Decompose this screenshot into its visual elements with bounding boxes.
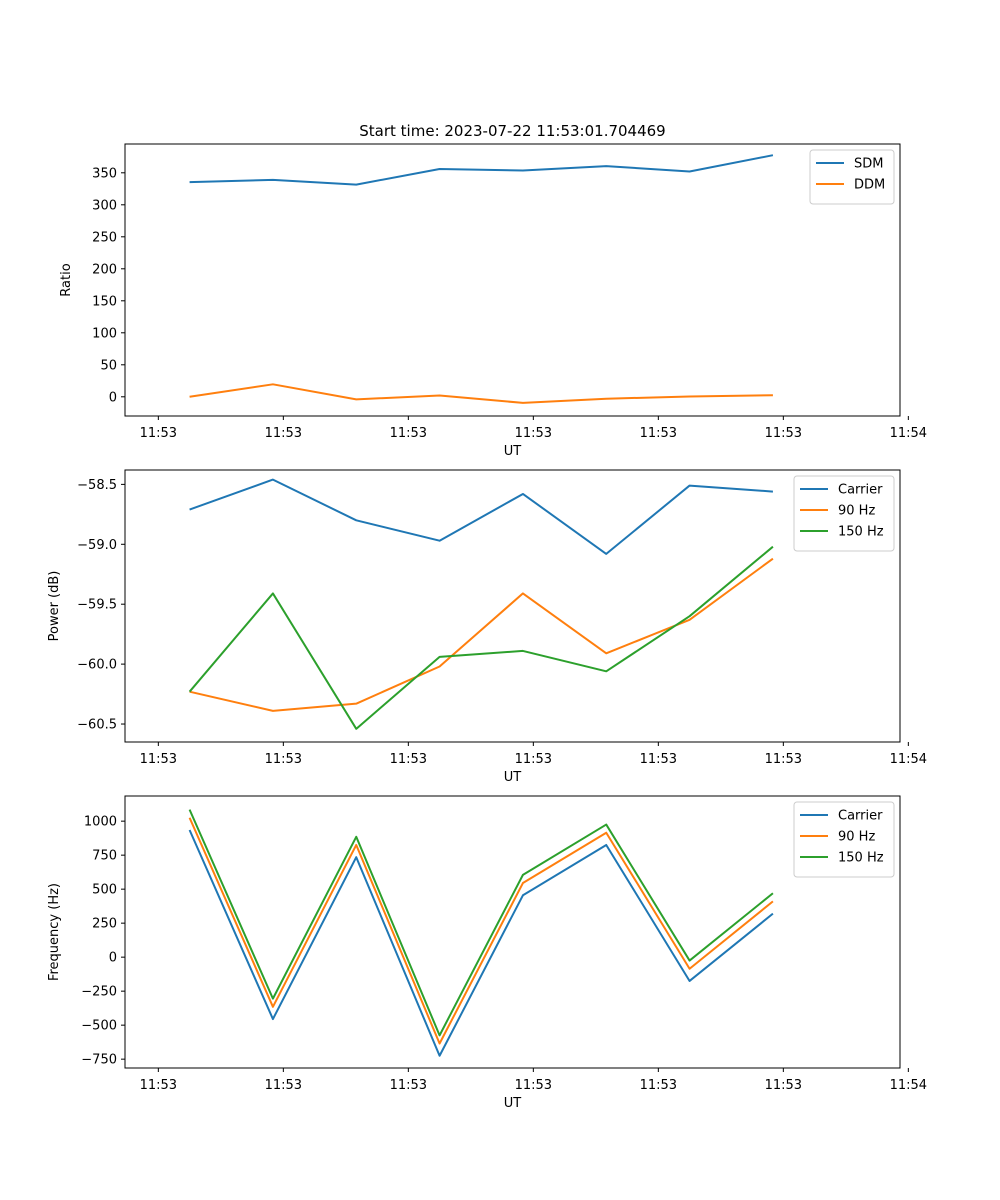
x-tick-label: 11:53 xyxy=(515,426,552,441)
y-tick-label: 0 xyxy=(109,390,117,405)
axes-frame xyxy=(124,469,901,743)
x-axis-label: UT xyxy=(504,1096,522,1111)
y-axis-label: Ratio xyxy=(59,263,74,296)
x-tick-label: 11:53 xyxy=(640,426,677,441)
legend-box xyxy=(793,475,895,552)
series-line-90-hz xyxy=(188,817,774,1045)
x-tick-label: 11:53 xyxy=(765,1078,802,1093)
y-tick-label: 250 xyxy=(92,917,117,932)
legend-label: Carrier xyxy=(838,809,883,824)
y-tick-label: 100 xyxy=(92,326,117,341)
series-line-sdm xyxy=(189,154,774,186)
chart-title: Start time: 2023-07-22 11:53:01.704469 xyxy=(359,122,665,140)
series-line-carrier xyxy=(188,829,774,1057)
series-line-carrier xyxy=(189,478,773,555)
series-line-ddm xyxy=(189,383,773,404)
x-tick-label: 11:54 xyxy=(890,426,927,441)
x-tick-label: 11:54 xyxy=(890,1078,927,1093)
y-tick-label: 200 xyxy=(92,262,117,277)
y-tick-label: 350 xyxy=(92,166,117,181)
y-tick-label: −750 xyxy=(81,1053,117,1068)
legend: SDM DDM xyxy=(809,149,895,205)
y-axis-label: Power (dB) xyxy=(47,571,62,642)
y-tick-label: 300 xyxy=(92,198,117,213)
y-tick-label: 50 xyxy=(100,358,117,373)
chart-1: Start time: 2023-07-22 11:53:01.704469 11… xyxy=(59,122,927,459)
x-tick-label: 11:53 xyxy=(515,752,552,767)
y-tick-label: 1000 xyxy=(84,815,117,830)
x-tick-label: 11:53 xyxy=(765,752,802,767)
x-tick-label: 11:53 xyxy=(640,1078,677,1093)
x-axis-label: UT xyxy=(504,444,522,459)
chart-2: 11:53 11:53 11:53 11:53 11:53 11:53 11:54 −60.5… xyxy=(47,469,927,785)
y-tick-label: −500 xyxy=(81,1019,117,1034)
y-tick-label: −59.5 xyxy=(77,598,117,613)
series-line-150-hz xyxy=(188,545,774,730)
x-tick-label: 11:53 xyxy=(265,426,302,441)
legend: Carrier 90 Hz 150 Hz xyxy=(793,801,895,878)
y-tick-label: 0 xyxy=(109,951,117,966)
x-tick-label: 11:53 xyxy=(765,426,802,441)
x-tick-label: 11:53 xyxy=(265,752,302,767)
x-tick-label: 11:53 xyxy=(265,1078,302,1093)
y-tick-label: 250 xyxy=(92,230,117,245)
legend-label: 90 Hz xyxy=(838,830,875,845)
legend-label: 90 Hz xyxy=(838,504,875,519)
x-tick-label: 11:53 xyxy=(140,426,177,441)
legend-label: 150 Hz xyxy=(838,525,884,540)
x-tick-label: 11:53 xyxy=(515,1078,552,1093)
legend-label: 150 Hz xyxy=(838,851,884,866)
y-tick-label: −58.5 xyxy=(77,478,117,493)
y-axis-label: Frequency (Hz) xyxy=(47,883,62,981)
x-tick-label: 11:53 xyxy=(140,1078,177,1093)
x-axis-label: UT xyxy=(504,770,522,785)
y-tick-label: 500 xyxy=(92,883,117,898)
series-line-150-hz xyxy=(188,809,774,1037)
chart-3: 11:53 11:53 11:53 11:53 11:53 11:53 11:54 −750 −… xyxy=(47,795,927,1111)
legend: Carrier 90 Hz 150 Hz xyxy=(793,475,895,552)
x-tick-label: 11:53 xyxy=(640,752,677,767)
y-tick-label: −60.0 xyxy=(77,658,117,673)
y-tick-label: 750 xyxy=(92,849,117,864)
legend-label: DDM xyxy=(854,178,885,193)
y-tick-label: −59.0 xyxy=(77,538,117,553)
y-tick-label: −250 xyxy=(81,985,117,1000)
legend-label: SDM xyxy=(854,157,883,172)
x-tick-label: 11:53 xyxy=(390,752,427,767)
x-tick-label: 11:54 xyxy=(890,752,927,767)
x-tick-label: 11:53 xyxy=(390,1078,427,1093)
legend-label: Carrier xyxy=(838,483,883,498)
y-tick-label: −60.5 xyxy=(77,718,117,733)
legend-box xyxy=(793,801,895,878)
x-tick-label: 11:53 xyxy=(390,426,427,441)
x-tick-label: 11:53 xyxy=(140,752,177,767)
axes-frame xyxy=(124,795,901,1069)
axes-frame xyxy=(124,143,901,417)
y-tick-label: 150 xyxy=(92,294,117,309)
series-line-90-hz xyxy=(189,557,774,712)
